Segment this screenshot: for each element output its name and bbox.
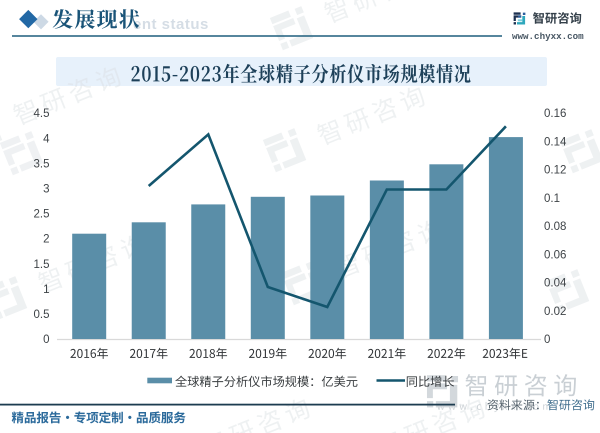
svg-text:1: 1 [43,284,49,296]
svg-text:0.16: 0.16 [544,108,566,120]
svg-text:0.04: 0.04 [544,278,567,290]
svg-text:0.1: 0.1 [544,193,560,205]
svg-text:0: 0 [43,334,49,346]
svg-text:0.14: 0.14 [544,136,567,148]
svg-text:0.12: 0.12 [544,165,566,177]
svg-text:2.5: 2.5 [34,209,50,221]
svg-text:0.02: 0.02 [544,306,566,318]
svg-text:0.06: 0.06 [544,249,566,261]
svg-text:ent status: ent status [133,16,209,33]
svg-text:www.chyxx.com: www.chyxx.com [512,31,584,42]
svg-text:1.5: 1.5 [34,259,50,271]
svg-text:4.5: 4.5 [34,108,50,120]
svg-text:2: 2 [43,234,49,246]
svg-text:3: 3 [43,184,49,196]
svg-text:4: 4 [43,133,50,145]
svg-text:3.5: 3.5 [34,158,50,170]
svg-text:0.5: 0.5 [34,309,50,321]
svg-text:0: 0 [544,334,550,346]
svg-text:0.08: 0.08 [544,221,566,233]
